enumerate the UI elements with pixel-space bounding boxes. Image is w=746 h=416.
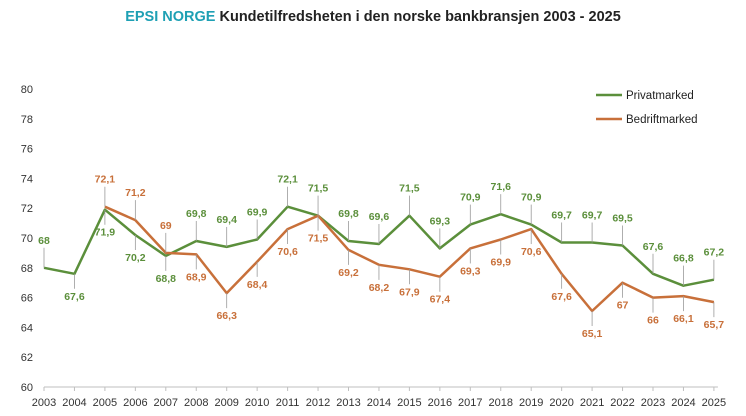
data-label-bedrift: 69,3 — [460, 265, 481, 277]
y-tick-label: 80 — [21, 84, 33, 96]
x-tick-label: 2013 — [336, 397, 360, 409]
x-tick-label: 2009 — [214, 397, 238, 409]
data-label-bedrift: 66,1 — [673, 313, 694, 325]
data-label-privat: 71,5 — [308, 183, 329, 195]
y-tick-label: 64 — [21, 322, 33, 334]
data-label-bedrift: 67,6 — [551, 291, 572, 303]
data-label-privat: 69,4 — [216, 214, 237, 226]
x-tick-label: 2019 — [519, 397, 543, 409]
x-tick-label: 2017 — [458, 397, 482, 409]
x-tick-label: 2024 — [671, 397, 695, 409]
data-label-privat: 71,5 — [399, 183, 420, 195]
x-tick-label: 2023 — [641, 397, 665, 409]
chart-title-text: Kundetilfredsheten i den norske bankbran… — [219, 9, 621, 25]
y-tick-label: 72 — [21, 203, 33, 215]
x-tick-label: 2003 — [32, 397, 56, 409]
data-label-bedrift: 67 — [617, 300, 629, 312]
data-label-bedrift: 72,1 — [95, 174, 116, 186]
data-label-privat: 70,9 — [460, 192, 481, 204]
x-tick-label: 2005 — [93, 397, 117, 409]
y-tick-label: 60 — [21, 382, 33, 394]
chart-title: EPSI NORGE Kundetilfredsheten i den nors… — [0, 9, 746, 25]
x-tick-label: 2015 — [397, 397, 421, 409]
x-tick-label: 2025 — [702, 397, 726, 409]
data-label-bedrift: 68,9 — [186, 271, 207, 283]
data-label-privat: 69,7 — [582, 209, 603, 221]
x-tick-label: 2010 — [245, 397, 269, 409]
data-label-bedrift: 70,6 — [277, 246, 298, 258]
data-label-bedrift: 71,2 — [125, 187, 146, 199]
y-tick-label: 66 — [21, 293, 33, 305]
data-label-bedrift: 68,2 — [369, 282, 390, 294]
x-tick-label: 2021 — [580, 397, 604, 409]
data-label-privat: 66,8 — [673, 253, 694, 265]
x-tick-label: 2007 — [154, 397, 178, 409]
series-line-privatmarked — [43, 205, 715, 287]
y-tick-label: 70 — [21, 233, 33, 245]
data-label-bedrift: 65,1 — [582, 328, 603, 340]
data-label-privat: 69,9 — [247, 206, 268, 218]
x-tick-label: 2012 — [306, 397, 330, 409]
x-tick-label: 2018 — [489, 397, 513, 409]
data-label-privat: 68,8 — [156, 273, 177, 285]
data-label-bedrift: 70,6 — [521, 246, 542, 258]
data-label-privat: 70,9 — [521, 192, 542, 204]
x-tick-label: 2014 — [367, 397, 391, 409]
data-label-bedrift: 67,4 — [430, 294, 451, 306]
data-label-privat: 70,2 — [125, 252, 146, 264]
data-label-privat: 69,8 — [338, 208, 359, 220]
data-label-bedrift: 69,9 — [491, 256, 512, 268]
data-label-privat: 71,6 — [491, 181, 512, 193]
data-label-bedrift: 67,9 — [399, 286, 420, 298]
x-tick-label: 2022 — [610, 397, 634, 409]
x-tick-label: 2006 — [123, 397, 147, 409]
data-label-bedrift: 69,2 — [338, 267, 359, 279]
y-tick-label: 62 — [21, 352, 33, 364]
data-label-bedrift: 68,4 — [247, 279, 268, 291]
legend-label-privatmarked: Privatmarked — [626, 90, 694, 102]
x-tick-label: 2008 — [184, 397, 208, 409]
x-tick-label: 2011 — [276, 397, 300, 409]
y-tick-label: 74 — [21, 173, 33, 185]
data-label-privat: 72,1 — [277, 174, 298, 186]
x-tick-label: 2020 — [549, 397, 573, 409]
data-label-bedrift: 66,3 — [216, 310, 237, 322]
legend-label-bedriftmarked: Bedriftmarked — [626, 114, 698, 126]
x-tick-label: 2004 — [62, 397, 86, 409]
x-tick-label: 2016 — [428, 397, 452, 409]
data-label-privat: 67,2 — [704, 247, 725, 259]
data-label-privat: 67,6 — [64, 291, 85, 303]
data-label-privat: 69,5 — [612, 212, 633, 224]
chart-title-brand: EPSI NORGE — [125, 9, 216, 25]
data-label-bedrift: 65,7 — [704, 319, 725, 331]
data-label-privat: 69,7 — [551, 209, 572, 221]
data-label-privat: 69,8 — [186, 208, 207, 220]
data-label-privat: 71,9 — [95, 227, 116, 239]
y-tick-label: 78 — [21, 114, 33, 126]
data-label-privat: 68 — [38, 235, 50, 247]
data-label-bedrift: 66 — [647, 315, 659, 327]
y-tick-label: 76 — [21, 144, 33, 156]
data-label-privat: 67,6 — [643, 241, 664, 253]
data-label-privat: 69,3 — [430, 215, 451, 227]
data-label-privat: 69,6 — [369, 211, 390, 223]
data-label-bedrift: 71,5 — [308, 233, 329, 245]
y-tick-label: 68 — [21, 263, 33, 275]
data-label-bedrift: 69 — [160, 220, 172, 232]
